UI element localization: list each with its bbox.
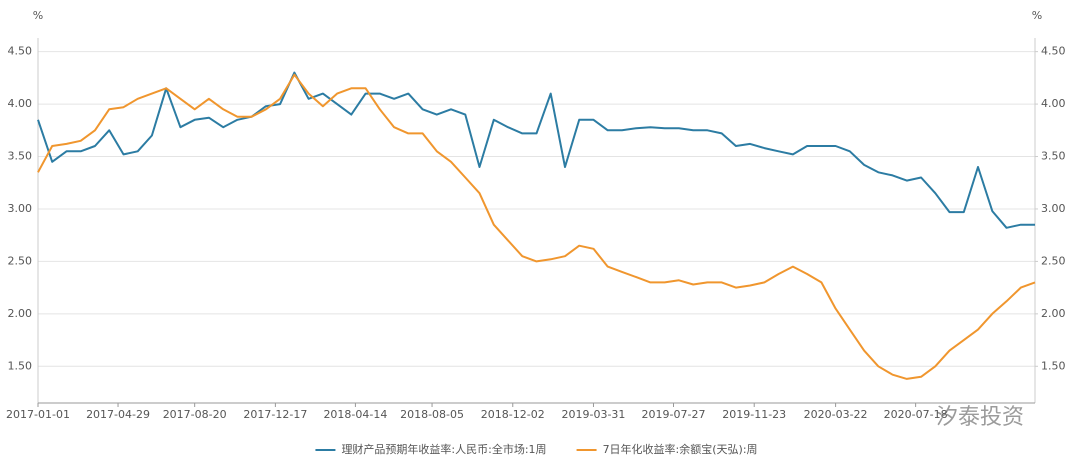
y2-axis-label: % [1032, 9, 1042, 22]
series-line [37, 73, 1036, 380]
y2-tick-label: 2.00 [1041, 307, 1066, 320]
y-tick-label: 2.50 [8, 254, 33, 267]
y2-tick-label: 2.50 [1041, 254, 1066, 267]
x-tick-label: 2019-03-31 [562, 408, 626, 421]
x-tick-label: 2018-08-05 [400, 408, 464, 421]
x-tick-label: 2017-04-29 [86, 408, 150, 421]
y-axis-label: % [33, 9, 43, 22]
x-tick-label: 2019-07-27 [642, 408, 706, 421]
y-tick-label: 4.50 [8, 45, 33, 58]
legend-label: 理财产品预期年收益率:人民币:全市场:1周 [341, 442, 546, 456]
x-tick-label: 2017-12-17 [243, 408, 307, 421]
x-tick-label: 2020-03-22 [804, 408, 868, 421]
y2-tick-label: 1.50 [1041, 359, 1066, 372]
y2-tick-label: 4.00 [1041, 97, 1066, 110]
y2-tick-label: 4.50 [1041, 45, 1066, 58]
y2-tick-label: 3.00 [1041, 202, 1066, 215]
y2-tick-label: 3.50 [1041, 150, 1066, 163]
y-tick-label: 3.50 [8, 150, 33, 163]
y-tick-label: 3.00 [8, 202, 33, 215]
legend-label: 7日年化收益率:余额宝(天弘):周 [603, 442, 758, 456]
y-tick-label: 4.00 [8, 97, 33, 110]
y-tick-label: 1.50 [8, 359, 33, 372]
x-tick-label: 2018-04-14 [323, 408, 387, 421]
x-tick-label: 2019-11-23 [722, 408, 786, 421]
x-tick-label: 2020-07-18 [884, 408, 948, 421]
series-line [37, 71, 1035, 229]
x-tick-label: 2017-08-20 [163, 408, 227, 421]
watermark: 汐泰投资 [936, 405, 1024, 430]
x-tick-label: 2017-01-01 [6, 408, 70, 421]
x-tick-label: 2018-12-02 [481, 408, 545, 421]
y-tick-label: 2.00 [8, 307, 33, 320]
